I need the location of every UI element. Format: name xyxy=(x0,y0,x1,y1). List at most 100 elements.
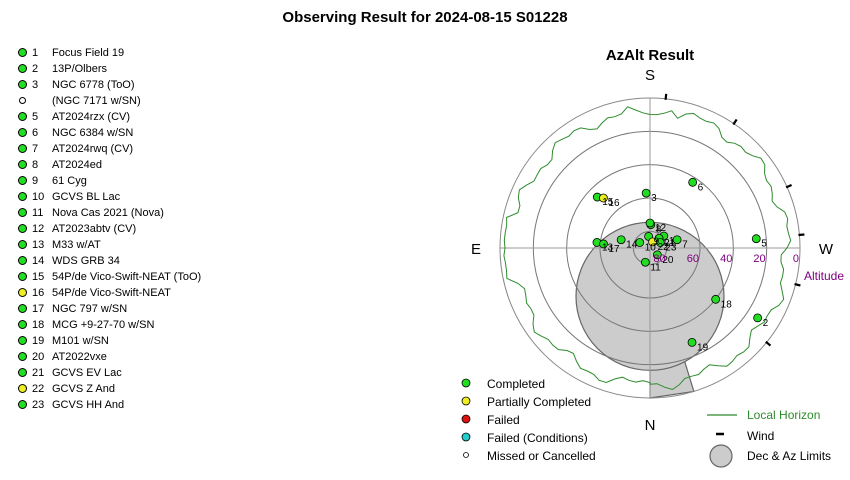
target-number: 13 xyxy=(32,239,45,251)
target-number: 21 xyxy=(32,367,45,379)
target-point xyxy=(635,238,645,247)
target-number: 8 xyxy=(32,159,39,171)
point-label: 14 xyxy=(626,240,638,251)
point-label: 15 xyxy=(602,197,614,208)
point-label: 9 xyxy=(654,236,660,247)
legend-label: Partially Completed xyxy=(487,395,591,409)
chart-title: Observing Result for 2024-08-15 S01228 xyxy=(282,9,568,26)
target-number: 18 xyxy=(32,319,45,331)
point-label: 2 xyxy=(763,318,769,329)
direction-east: E xyxy=(471,241,481,258)
status-dot xyxy=(19,97,26,104)
status-dot xyxy=(18,208,27,217)
target-number: 20 xyxy=(32,351,45,363)
legend-label: Missed or Cancelled xyxy=(487,449,596,463)
target-number: 19 xyxy=(32,335,45,347)
target-number: 7 xyxy=(32,143,39,155)
target-point xyxy=(640,257,650,267)
target-number: 22 xyxy=(32,383,45,395)
azalt-title: AzAlt Result xyxy=(606,47,694,64)
point-label: 18 xyxy=(721,299,733,310)
target-number: 15 xyxy=(32,271,45,283)
legend-marker xyxy=(461,378,471,388)
target-number: 23 xyxy=(32,399,45,411)
target-name: Focus Field 19 xyxy=(52,47,125,59)
target-point xyxy=(753,313,763,323)
target-number: 10 xyxy=(32,191,45,203)
target-number: 5 xyxy=(32,111,39,123)
legend-marker xyxy=(461,396,471,406)
target-name: 61 Cyg xyxy=(52,175,87,187)
point-label: 23 xyxy=(665,243,677,254)
wind-ticks xyxy=(664,93,805,347)
target-name: NGC 6778 (ToO) xyxy=(52,79,135,91)
target-point xyxy=(599,239,608,249)
target-point xyxy=(645,218,655,228)
target-number: 3 xyxy=(32,79,39,91)
target-point xyxy=(655,238,665,247)
altitude-tick-label: 0 xyxy=(793,253,799,265)
target-name: M101 w/SN xyxy=(52,335,109,347)
target-point xyxy=(711,294,721,304)
target-name: 54P/de Vico-Swift-NEAT (ToO) xyxy=(52,271,202,283)
target-name: WDS GRB 34 xyxy=(52,255,120,267)
target-number: 12 xyxy=(32,223,45,235)
target-name: AT2024rzx (CV) xyxy=(52,111,131,123)
status-dot xyxy=(18,304,27,313)
point-label: 13 xyxy=(602,242,614,253)
altitude-axis-label: Altitude xyxy=(804,269,844,283)
target-name: 54P/de Vico-Swift-NEAT xyxy=(52,287,171,299)
target-point xyxy=(616,235,626,245)
direction-west: W xyxy=(819,241,834,258)
altitude-tick-label: 60 xyxy=(687,253,699,265)
legend-label: Failed (Conditions) xyxy=(487,431,588,445)
status-dot xyxy=(18,144,27,153)
local-horizon xyxy=(503,106,792,391)
status-dot xyxy=(18,320,27,329)
target-name: Nova Cas 2021 (Nova) xyxy=(52,207,164,219)
wind-tick xyxy=(732,118,738,126)
point-label: 8 xyxy=(656,225,662,236)
wind-tick xyxy=(765,340,772,347)
status-dot xyxy=(18,288,27,297)
wind-tick xyxy=(798,233,805,237)
legend-marker xyxy=(463,452,469,458)
legend-label: Local Horizon xyxy=(747,408,820,422)
status-dot xyxy=(18,80,27,89)
status-dot xyxy=(18,64,27,73)
status-dot xyxy=(18,192,27,201)
legend-label: Completed xyxy=(487,377,545,391)
status-dot xyxy=(18,336,27,345)
point-label: 21 xyxy=(664,238,676,249)
point-label: 10 xyxy=(645,243,657,254)
target-number: 1 xyxy=(32,47,39,59)
legend-label: Wind xyxy=(747,429,774,443)
target-number: 9 xyxy=(32,175,39,187)
status-dot xyxy=(18,368,27,377)
target-number: 14 xyxy=(32,255,45,267)
point-label: 11 xyxy=(650,262,661,273)
point-label: 5 xyxy=(761,239,767,250)
polar-grid xyxy=(499,97,801,399)
target-name: GCVS BL Lac xyxy=(52,191,121,203)
point-label: 6 xyxy=(698,182,704,193)
target-point xyxy=(652,250,662,260)
status-dot xyxy=(18,224,27,233)
target-point xyxy=(672,235,682,245)
wind-tick xyxy=(794,282,801,287)
status-dot xyxy=(18,256,27,265)
legend-label: Failed xyxy=(487,413,520,427)
point-label: 22 xyxy=(658,242,670,253)
target-number: 16 xyxy=(32,287,45,299)
status-dot xyxy=(18,128,27,137)
direction-south: S xyxy=(645,67,655,84)
target-name: GCVS Z And xyxy=(52,383,115,395)
target-name: GCVS EV Lac xyxy=(52,367,122,379)
target-points xyxy=(592,177,763,347)
target-name: NGC 797 w/SN xyxy=(52,303,128,315)
legend-limits-swatch xyxy=(709,444,733,468)
target-point xyxy=(687,337,697,347)
target-number: 17 xyxy=(32,303,45,315)
status-dot xyxy=(18,112,27,121)
direction-north: N xyxy=(645,417,656,434)
